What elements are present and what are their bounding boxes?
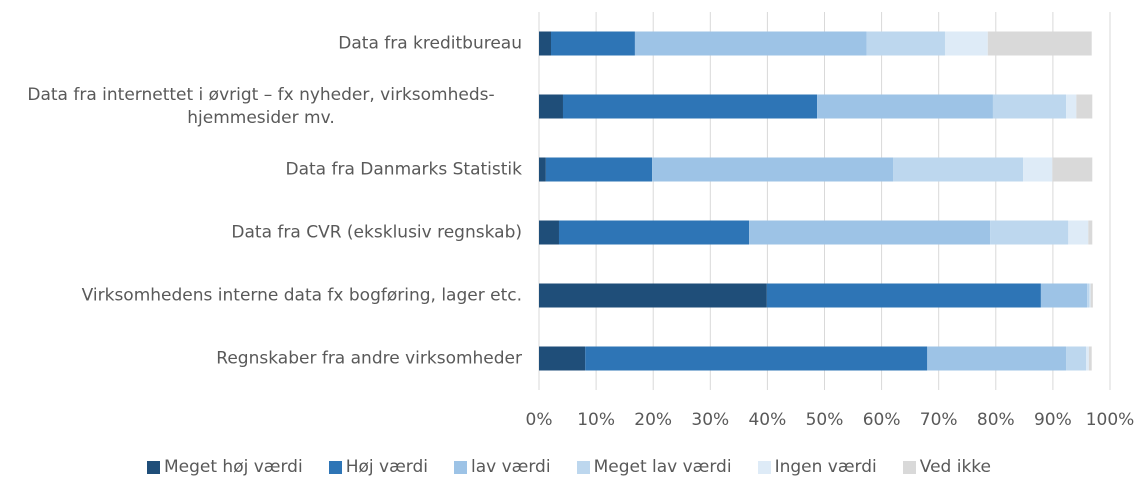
bar-segment bbox=[539, 31, 551, 56]
x-tick-label-box: 40% bbox=[748, 410, 786, 430]
bar-segment bbox=[585, 346, 928, 371]
category-label-box: Virksomhedens interne data fx bogføring,… bbox=[0, 284, 522, 307]
bar-segment bbox=[539, 94, 563, 119]
category-label-box: Regnskaber fra andre virksomheder bbox=[0, 347, 522, 370]
bar-segment bbox=[927, 346, 1067, 371]
bar-segment bbox=[539, 220, 559, 245]
bar-segment bbox=[550, 31, 635, 56]
legend-label: Ved ikke bbox=[919, 457, 991, 477]
x-tick-label-box: 80% bbox=[977, 410, 1015, 430]
bar-segment bbox=[539, 157, 546, 182]
legend-item: Meget lav værdi bbox=[576, 457, 732, 477]
x-tick-label-box: 10% bbox=[577, 410, 615, 430]
bar-segment bbox=[1023, 157, 1053, 182]
category-label: Data fra CVR (eksklusiv regnskab) bbox=[231, 222, 522, 242]
bar-segment bbox=[1086, 346, 1089, 371]
bar-segment bbox=[866, 31, 945, 56]
x-tick-label: 0% bbox=[525, 410, 553, 430]
x-tick-label-box: 90% bbox=[1034, 410, 1072, 430]
legend-swatch bbox=[146, 460, 160, 474]
legend-item: Høj værdi bbox=[328, 457, 428, 477]
bar-segment bbox=[1040, 283, 1088, 308]
legend-item: Meget høj værdi bbox=[146, 457, 303, 477]
x-tick-label-box: 60% bbox=[863, 410, 901, 430]
bar-segment bbox=[562, 94, 818, 119]
bar-segment bbox=[558, 220, 750, 245]
bar-segment bbox=[992, 94, 1067, 119]
x-tick-label: 20% bbox=[634, 410, 673, 430]
bar-segment bbox=[652, 157, 894, 182]
x-tick-label-box: 20% bbox=[634, 410, 672, 430]
bar-segment bbox=[749, 220, 991, 245]
bar-segment bbox=[539, 283, 767, 308]
bar-segment bbox=[944, 31, 988, 56]
x-tick-label-box: 30% bbox=[691, 410, 729, 430]
legend: Meget høj værdi Høj værdi lav værdi Meget l… bbox=[0, 457, 1138, 477]
x-tick-label: 50% bbox=[805, 410, 844, 430]
category-label-box: Data fra kreditbureau bbox=[0, 32, 522, 55]
x-tick-label-box: 0% bbox=[526, 410, 553, 430]
x-tick-label: 90% bbox=[1033, 410, 1072, 430]
legend-swatch bbox=[576, 460, 590, 474]
bar-segment bbox=[1088, 346, 1092, 371]
legend-label: Meget høj værdi bbox=[163, 457, 303, 477]
category-label: Data fra internettet i øvrigt – fx nyhed… bbox=[27, 84, 495, 128]
bar-segment bbox=[545, 157, 653, 182]
bar-segment bbox=[1076, 94, 1093, 119]
bar-segment bbox=[766, 283, 1041, 308]
bar-segment bbox=[987, 31, 1092, 56]
bar-segment bbox=[893, 157, 1024, 182]
x-tick-label: 60% bbox=[862, 410, 901, 430]
bar-segment bbox=[1066, 94, 1077, 119]
legend-label: Meget lav værdi bbox=[593, 457, 732, 477]
category-label-box: Data fra Danmarks Statistik bbox=[0, 158, 523, 181]
bar-segment bbox=[1068, 220, 1089, 245]
x-tick-label: 10% bbox=[577, 410, 615, 430]
bar-segment bbox=[1089, 283, 1091, 308]
category-label-box: Data fra CVR (eksklusiv regnskab) bbox=[0, 221, 522, 244]
bar-segment bbox=[990, 220, 1069, 245]
category-label: Virksomhedens interne data fx bogføring,… bbox=[81, 285, 522, 305]
legend-swatch bbox=[902, 460, 916, 474]
x-tick-label: 100% bbox=[1085, 410, 1135, 430]
category-label: Data fra Danmarks Statistik bbox=[285, 159, 523, 179]
legend-label: Ingen værdi bbox=[774, 457, 877, 477]
legend-item: lav værdi bbox=[453, 457, 551, 477]
x-tick-label: 70% bbox=[919, 410, 958, 430]
legend-swatch bbox=[453, 460, 467, 474]
x-tick-label: 80% bbox=[976, 410, 1015, 430]
legend-swatch bbox=[328, 460, 342, 474]
bar-segment bbox=[1052, 157, 1093, 182]
x-tick-label: 40% bbox=[748, 410, 787, 430]
x-tick-label-box: 50% bbox=[806, 410, 844, 430]
category-label: Data fra kreditbureau bbox=[338, 33, 522, 53]
bar-segment bbox=[1087, 283, 1090, 308]
x-tick-label-box: 100% bbox=[1086, 410, 1135, 430]
bar-segment bbox=[539, 346, 586, 371]
legend-label: Høj værdi bbox=[345, 457, 428, 477]
legend-label: lav værdi bbox=[470, 457, 551, 477]
legend-item: Ved ikke bbox=[902, 457, 991, 477]
x-tick-label-box: 70% bbox=[920, 410, 958, 430]
bar-segment bbox=[634, 31, 867, 56]
bar-segment bbox=[1090, 283, 1093, 308]
category-label: Regnskaber fra andre virksomheder bbox=[216, 348, 522, 368]
bar-segment bbox=[1088, 220, 1093, 245]
x-tick-label: 30% bbox=[691, 410, 730, 430]
legend-item: Ingen værdi bbox=[757, 457, 877, 477]
category-label-box: Data fra internettet i øvrigt – fx nyhed… bbox=[0, 84, 522, 130]
bar-segment bbox=[1066, 346, 1087, 371]
bar-segment bbox=[817, 94, 993, 119]
legend-swatch bbox=[757, 460, 771, 474]
